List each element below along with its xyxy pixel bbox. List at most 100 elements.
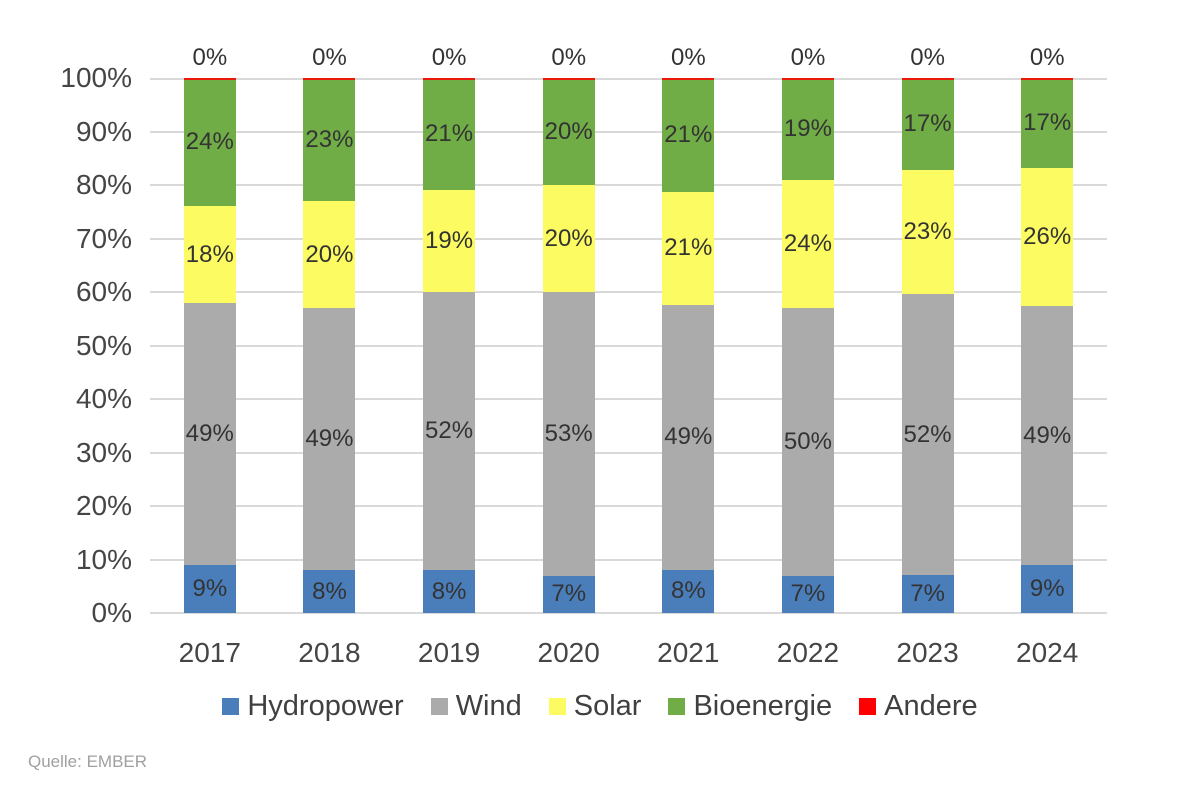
top-value-label: 0% [910, 44, 945, 71]
segment-value-label: 8% [431, 577, 467, 605]
legend-label-bioenergie: Bioenergie [693, 690, 833, 722]
segment-value-label: 19% [783, 114, 832, 142]
y-axis-tick-label: 100% [60, 62, 132, 93]
segment-value-label: 24% [783, 229, 832, 257]
segment-solar-2018 [303, 201, 356, 309]
source-caption: Quelle: EMBER [28, 752, 148, 771]
segment-wind-2021 [662, 304, 715, 570]
segment-bioenergie-2019 [423, 78, 476, 191]
segment-value-label: 8% [312, 577, 347, 605]
segment-value-label: 23% [903, 218, 952, 245]
segment-hydropower-2017 [183, 564, 236, 613]
top-value-label: 0% [431, 44, 467, 71]
y-axis-tick-label: 0% [91, 597, 132, 628]
bar-2020: 7% 53% 20% 20% [542, 78, 595, 613]
top-value-label: 0% [551, 44, 587, 71]
bar-2019: 8% 52% 19% 21% [423, 78, 476, 613]
segment-bioenergie-2024 [1021, 78, 1074, 169]
legend-item-solar: Solar [548, 690, 642, 723]
segment-value-label: 7% [790, 580, 826, 608]
gridline-70% [150, 237, 1107, 240]
segment-solar-2019 [423, 190, 476, 292]
segment-value-label: 21% [664, 120, 713, 148]
segment-hydropower-2023 [901, 575, 954, 613]
segment-bioenergie-2023 [901, 78, 954, 170]
segment-value-label: 49% [664, 423, 713, 451]
legend-swatch-bioenergie [668, 698, 686, 715]
y-axis-tick-label: 90% [75, 115, 132, 147]
legend-label-andere: Andere [884, 690, 978, 722]
legend-item-hydropower: Hydropower [222, 690, 404, 723]
segment-solar-2021 [662, 191, 715, 305]
segment-solar-2024 [1021, 168, 1074, 306]
x-axis-category-label: 2020 [537, 637, 600, 668]
segment-value-label: 50% [783, 427, 832, 455]
legend-item-andere: Andere [859, 690, 978, 723]
segment-value-label: 21% [664, 234, 713, 262]
y-axis-tick-label: 80% [75, 169, 132, 200]
y-axis-tick-label: 40% [75, 383, 132, 414]
gridline-90% [150, 130, 1107, 133]
y-axis-tick-label: 60% [75, 276, 132, 307]
segment-andere-2023 [901, 78, 954, 80]
segment-value-label: 49% [305, 425, 354, 453]
segment-solar-2022 [781, 179, 834, 309]
segment-value-label: 26% [1023, 222, 1072, 250]
segment-value-label: 49% [185, 419, 234, 447]
gridline-30% [150, 451, 1107, 454]
segment-andere-2024 [1021, 78, 1074, 80]
segment-hydropower-2022 [781, 575, 834, 613]
segment-hydropower-2021 [662, 569, 715, 613]
segment-value-label: 19% [425, 227, 474, 255]
legend-item-wind: Wind [430, 690, 522, 723]
bar-2022: 7% 50% 24% 19% [781, 78, 834, 613]
gridline-10% [150, 558, 1107, 561]
segment-value-label: 23% [305, 125, 354, 153]
legend-label-solar: Solar [573, 690, 642, 722]
segment-value-label: 7% [551, 580, 587, 608]
segment-bioenergie-2021 [662, 78, 715, 192]
legend-label-hydropower: Hydropower [247, 690, 404, 722]
segment-value-label: 20% [305, 240, 354, 268]
x-axis-category-label: 2022 [776, 637, 840, 668]
gridline-100% [150, 78, 1107, 80]
bar-2018: 8% 49% 20% 23% [303, 78, 356, 613]
x-axis-category-label: 2024 [1016, 637, 1079, 668]
segment-andere-2019 [423, 78, 476, 80]
gridline-40% [150, 398, 1107, 400]
y-axis-tick-label: 20% [75, 490, 132, 521]
segment-andere-2020 [542, 78, 595, 80]
top-value-label: 0% [790, 44, 826, 71]
x-axis-category-label: 2023 [896, 637, 959, 668]
legend: Hydropower Wind Solar Bioenergie Andere [0, 690, 1200, 723]
segment-hydropower-2019 [423, 570, 476, 613]
segment-andere-2022 [781, 78, 834, 80]
segment-solar-2020 [542, 185, 595, 292]
segment-wind-2019 [423, 292, 476, 571]
bar-2017: 9% 49% 18% 24% [183, 78, 236, 613]
y-axis-tick-label: 30% [75, 436, 132, 468]
segment-wind-2024 [1021, 305, 1074, 566]
legend-swatch-hydropower [222, 698, 240, 715]
y-axis-tick-label: 10% [75, 543, 132, 575]
segment-value-label: 17% [1023, 109, 1072, 137]
gridline-80% [150, 184, 1107, 186]
top-value-label: 0% [670, 44, 706, 71]
segment-value-label: 17% [903, 109, 952, 137]
segment-wind-2017 [183, 302, 236, 565]
segment-value-label: 18% [185, 240, 234, 268]
segment-value-label: 21% [425, 120, 474, 148]
segment-value-label: 20% [544, 117, 593, 145]
segment-wind-2023 [901, 294, 954, 576]
segment-solar-2023 [901, 169, 954, 295]
legend-item-bioenergie: Bioenergie [668, 690, 832, 723]
gridline-50% [150, 344, 1107, 347]
x-axis-category-label: 2021 [657, 637, 720, 668]
segment-hydropower-2018 [303, 570, 356, 613]
legend-label-wind: Wind [455, 690, 522, 722]
top-value-label: 0% [1029, 44, 1065, 71]
x-axis-category-label: 2018 [298, 637, 361, 668]
plot-area: 9% 49% 18% 24% 8% 49% 20% 23% 8% 52% 19% 21% 7% 53% 20… [150, 78, 1107, 614]
segment-andere-2017 [183, 78, 236, 80]
segment-value-label: 53% [544, 419, 593, 447]
